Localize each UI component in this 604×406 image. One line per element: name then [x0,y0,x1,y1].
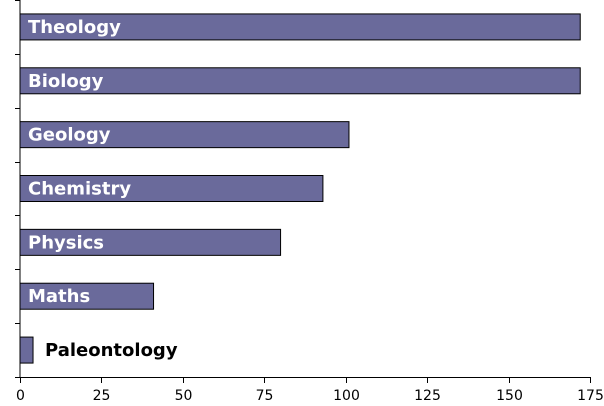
x-tick-label: 150 [496,388,523,404]
x-tick-label: 50 [175,388,193,404]
bar-label-geology: Geology [28,125,111,146]
x-tick-label: 0 [16,388,25,404]
bar-label-physics: Physics [28,232,104,253]
bar-theology [19,13,581,41]
bar-geology [19,121,350,149]
axes-group: 0 25 50 75 100 125 150 175 [15,0,604,404]
x-tick-label: 100 [333,388,360,404]
bar-label-paleontology: Paleontology [45,340,178,361]
bar-label-theology: Theology [28,17,121,38]
bar-label-chemistry: Chemistry [28,179,131,200]
bar-maths [19,282,155,310]
bars-group: Theology Biology Geology Chemistry Physics Ma… [19,13,581,364]
bar-label-biology: Biology [28,71,104,92]
bar-chemistry [19,175,324,202]
x-tick-label: 75 [256,388,274,404]
bar-biology [19,67,581,95]
x-tick-label: 25 [93,388,111,404]
bar-label-maths: Maths [28,286,90,307]
x-tick-label: 125 [414,388,441,404]
bar-physics [19,228,282,256]
x-tick-label: 175 [577,388,604,404]
bar-paleontology [19,336,34,364]
